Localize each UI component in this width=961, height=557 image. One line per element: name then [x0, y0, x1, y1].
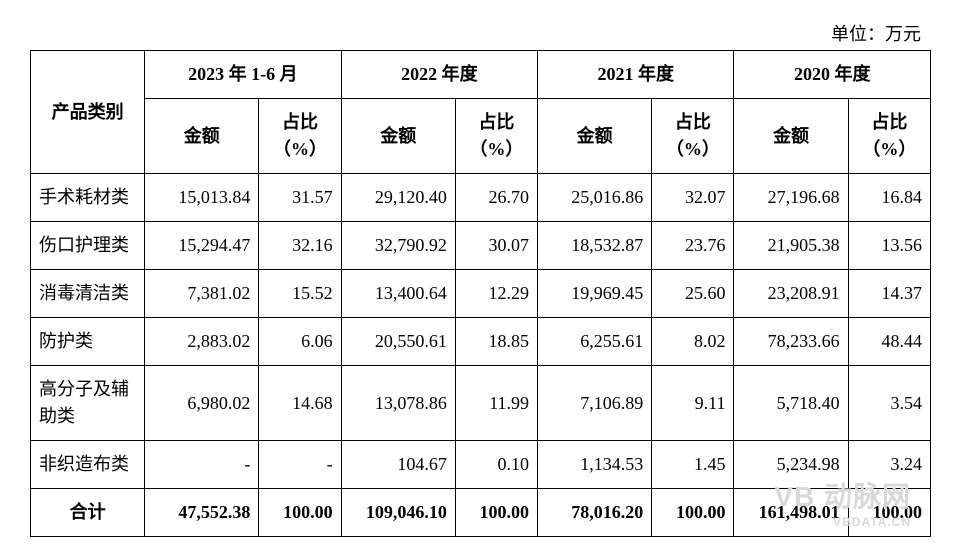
amount-cell: 1,134.53: [538, 441, 652, 489]
percent-cell: 3.24: [848, 441, 930, 489]
col-header-amount: 金额: [341, 99, 455, 174]
amount-cell: 15,013.84: [145, 174, 259, 222]
amount-cell: 161,498.01: [734, 489, 848, 537]
percent-cell: 3.54: [848, 366, 930, 441]
amount-cell: 20,550.61: [341, 318, 455, 366]
table-row: 防护类2,883.026.0620,550.6118.856,255.618.0…: [31, 318, 931, 366]
table-row: 伤口护理类15,294.4732.1632,790.9230.0718,532.…: [31, 222, 931, 270]
percent-cell: -: [259, 441, 341, 489]
col-header-period-0: 2023 年 1-6 月: [145, 51, 341, 99]
amount-cell: 78,233.66: [734, 318, 848, 366]
amount-cell: 29,120.40: [341, 174, 455, 222]
table-row: 高分子及辅助类6,980.0214.6813,078.8611.997,106.…: [31, 366, 931, 441]
amount-cell: 78,016.20: [538, 489, 652, 537]
table-row: 消毒清洁类7,381.0215.5213,400.6412.2919,969.4…: [31, 270, 931, 318]
col-header-period-3: 2020 年度: [734, 51, 931, 99]
col-header-percent: 占比（%）: [848, 99, 930, 174]
col-header-amount: 金额: [734, 99, 848, 174]
percent-cell: 32.07: [652, 174, 734, 222]
percent-cell: 18.85: [455, 318, 537, 366]
category-cell: 消毒清洁类: [31, 270, 145, 318]
percent-cell: 15.52: [259, 270, 341, 318]
percent-cell: 9.11: [652, 366, 734, 441]
percent-cell: 16.84: [848, 174, 930, 222]
table-row: 手术耗材类15,013.8431.5729,120.4026.7025,016.…: [31, 174, 931, 222]
amount-cell: 13,400.64: [341, 270, 455, 318]
amount-cell: 13,078.86: [341, 366, 455, 441]
col-header-percent: 占比（%）: [259, 99, 341, 174]
amount-cell: 7,381.02: [145, 270, 259, 318]
amount-cell: 23,208.91: [734, 270, 848, 318]
amount-cell: 5,718.40: [734, 366, 848, 441]
amount-cell: 47,552.38: [145, 489, 259, 537]
category-cell: 非织造布类: [31, 441, 145, 489]
category-cell: 合计: [31, 489, 145, 537]
amount-cell: -: [145, 441, 259, 489]
col-header-percent: 占比（%）: [652, 99, 734, 174]
percent-cell: 26.70: [455, 174, 537, 222]
percent-cell: 0.10: [455, 441, 537, 489]
percent-cell: 8.02: [652, 318, 734, 366]
amount-cell: 18,532.87: [538, 222, 652, 270]
table-row: 非织造布类--104.670.101,134.531.455,234.983.2…: [31, 441, 931, 489]
amount-cell: 109,046.10: [341, 489, 455, 537]
amount-cell: 6,255.61: [538, 318, 652, 366]
amount-cell: 6,980.02: [145, 366, 259, 441]
amount-cell: 32,790.92: [341, 222, 455, 270]
amount-cell: 27,196.68: [734, 174, 848, 222]
table-body: 手术耗材类15,013.8431.5729,120.4026.7025,016.…: [31, 174, 931, 537]
percent-cell: 32.16: [259, 222, 341, 270]
percent-cell: 100.00: [848, 489, 930, 537]
col-header-amount: 金额: [538, 99, 652, 174]
col-header-period-1: 2022 年度: [341, 51, 537, 99]
percent-cell: 13.56: [848, 222, 930, 270]
amount-cell: 7,106.89: [538, 366, 652, 441]
percent-cell: 100.00: [652, 489, 734, 537]
percent-cell: 30.07: [455, 222, 537, 270]
table-total-row: 合计47,552.38100.00109,046.10100.0078,016.…: [31, 489, 931, 537]
percent-cell: 12.29: [455, 270, 537, 318]
percent-cell: 25.60: [652, 270, 734, 318]
percent-cell: 100.00: [259, 489, 341, 537]
amount-cell: 19,969.45: [538, 270, 652, 318]
percent-cell: 1.45: [652, 441, 734, 489]
col-header-category: 产品类别: [31, 51, 145, 174]
category-cell: 伤口护理类: [31, 222, 145, 270]
percent-cell: 6.06: [259, 318, 341, 366]
category-cell: 高分子及辅助类: [31, 366, 145, 441]
col-header-percent: 占比（%）: [455, 99, 537, 174]
percent-cell: 48.44: [848, 318, 930, 366]
col-header-amount: 金额: [145, 99, 259, 174]
amount-cell: 21,905.38: [734, 222, 848, 270]
amount-cell: 15,294.47: [145, 222, 259, 270]
percent-cell: 14.37: [848, 270, 930, 318]
product-revenue-table: 产品类别 2023 年 1-6 月 2022 年度 2021 年度 2020 年…: [30, 50, 931, 537]
category-cell: 手术耗材类: [31, 174, 145, 222]
category-cell: 防护类: [31, 318, 145, 366]
unit-label: 单位：万元: [30, 20, 931, 46]
percent-cell: 11.99: [455, 366, 537, 441]
percent-cell: 23.76: [652, 222, 734, 270]
amount-cell: 2,883.02: [145, 318, 259, 366]
amount-cell: 5,234.98: [734, 441, 848, 489]
percent-cell: 31.57: [259, 174, 341, 222]
amount-cell: 25,016.86: [538, 174, 652, 222]
amount-cell: 104.67: [341, 441, 455, 489]
percent-cell: 14.68: [259, 366, 341, 441]
col-header-period-2: 2021 年度: [538, 51, 734, 99]
percent-cell: 100.00: [455, 489, 537, 537]
